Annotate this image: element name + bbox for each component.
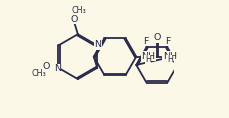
Text: N: N (94, 40, 101, 49)
Text: O: O (70, 15, 77, 24)
Text: CH₃: CH₃ (31, 69, 46, 78)
Text: H: H (144, 55, 150, 64)
Text: O: O (153, 33, 160, 42)
Text: CH₃: CH₃ (71, 6, 86, 15)
Text: O: O (43, 62, 50, 71)
Text: NH: NH (162, 52, 176, 61)
Text: F: F (143, 37, 148, 46)
Text: F: F (164, 37, 170, 46)
Text: N: N (54, 64, 61, 73)
Text: H: H (166, 55, 172, 64)
Text: NH: NH (140, 52, 154, 61)
